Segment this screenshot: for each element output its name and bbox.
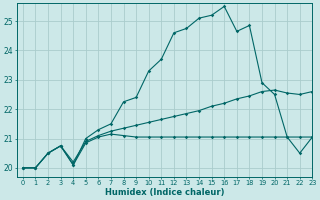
X-axis label: Humidex (Indice chaleur): Humidex (Indice chaleur) bbox=[105, 188, 224, 197]
